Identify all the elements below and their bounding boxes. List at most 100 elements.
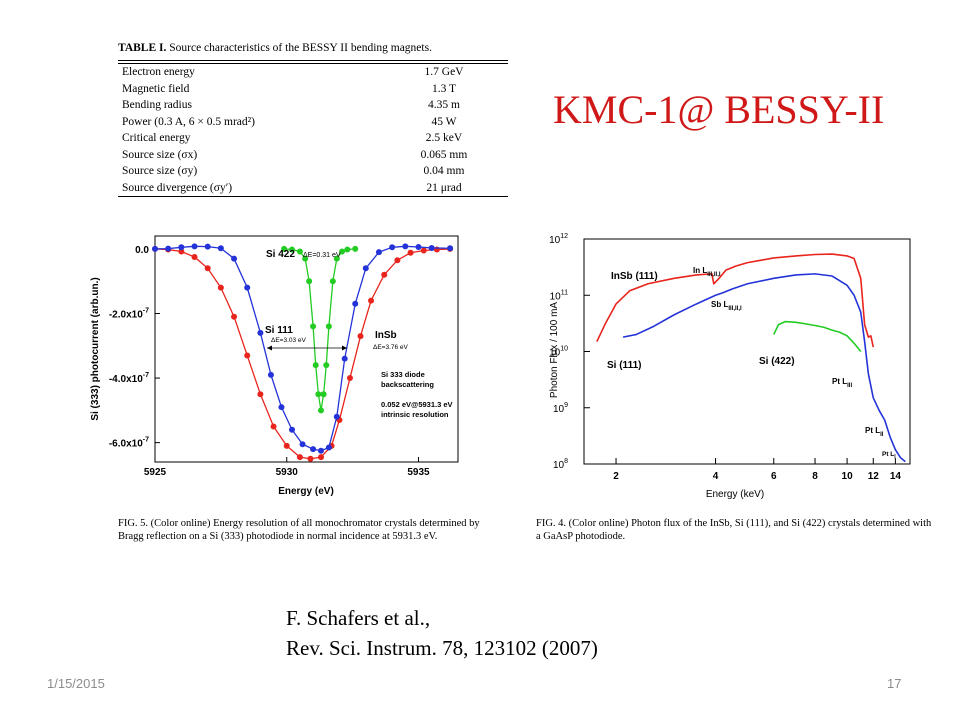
fig4-y-tick-label: 1012 (549, 233, 568, 246)
fig5-data-point (244, 284, 251, 291)
table-parameter: Source size (σy) (122, 165, 198, 177)
fig5-data-point (178, 244, 185, 251)
fig5-label-de-si111: ΔE=3.03 eV (271, 337, 307, 344)
fig5-data-point (420, 247, 427, 254)
fig5-data-point (152, 245, 158, 252)
fig4-caption: FIG. 4. (Color online) Photon flux of th… (536, 518, 932, 542)
source-table: Electron energy 1.7 GeV Magnetic field 1.3 … (118, 64, 508, 196)
table-parameter: Critical energy (122, 132, 191, 144)
fig4-x-tick-label: 2 (613, 471, 619, 482)
fig5-data-point (389, 244, 396, 251)
fig4-x-tick-label: 10 (842, 471, 854, 482)
fig4-x-tick-label: 8 (812, 471, 818, 482)
fig5-data-point (244, 352, 251, 359)
fig5-plot-frame (154, 235, 459, 463)
fig5-data-point (339, 248, 346, 255)
fig5-data-point (415, 243, 422, 250)
fig5-data-point (394, 257, 401, 264)
fig5-data-point (344, 246, 351, 253)
fig5-data-point (310, 446, 317, 453)
fig5-data-point (402, 243, 409, 250)
fig4-x-tick-label: 4 (713, 471, 719, 482)
fig4-y-tick-label: 109 (553, 402, 568, 415)
fig4-label-in-edge: In LIII,II,I (693, 266, 721, 278)
fig4-label-pt-l2: Pt LII (865, 426, 884, 438)
table-caption: TABLE I. Source characteristics of the B… (118, 42, 508, 54)
fig5-label-de-insb: ΔE=3.76 eV (373, 344, 409, 351)
fig5-data-point (315, 391, 322, 398)
page-number: 17 (887, 676, 902, 691)
table-row: Electron energy 1.7 GeV (118, 64, 508, 81)
fig5-data-point (310, 323, 317, 330)
reference-citation: F. Schafers et al., Rev. Sci. Instrum. 7… (286, 603, 598, 663)
table-value: 4.35 m (428, 99, 460, 111)
fig5-data-point (320, 391, 327, 398)
fig4-label-si422: Si (422) (759, 356, 795, 367)
fig4-series-line (773, 320, 862, 353)
fig5-data-point (306, 278, 313, 285)
table-parameter: Magnetic field (122, 82, 190, 95)
fig5-label-si111: Si 111 (265, 325, 293, 336)
fig5-data-point (231, 313, 238, 320)
table-row: Magnetic field 1.3 T (118, 81, 508, 98)
fig5-data-point (302, 255, 309, 262)
fig5-data-point (217, 284, 224, 291)
fig5-x-tick-label: 5925 (144, 467, 167, 478)
fig4-label-pt-l3: Pt LIII (832, 377, 852, 389)
fig5-caption: FIG. 5. (Color online) Energy resolution… (118, 518, 480, 542)
table-value: 1.7 GeV (424, 66, 464, 78)
fig5-label-insb: InSb (375, 330, 397, 341)
fig5-data-point (407, 249, 414, 256)
fig5-y-tick-label: 0.0 (135, 245, 149, 256)
table-parameter: Electron energy (122, 66, 195, 78)
fig5-data-point (325, 444, 332, 451)
fig5-label-de-si422: ΔE=0.31 eV (303, 252, 341, 259)
fig4-series-line (596, 253, 875, 348)
fig5-data-point (352, 245, 359, 252)
reference-authors: F. Schafers et al., (286, 606, 431, 630)
table-value: 21 μrad (426, 181, 462, 194)
table-label: TABLE I. (118, 42, 167, 54)
fig5-data-point (289, 246, 296, 253)
fig4-x-tick-label: 6 (771, 471, 777, 482)
reference-journal: Rev. Sci. Instrum. 78, 123102 (2007) (286, 636, 598, 660)
fig5-y-tick-label: -4.0x10-7 (109, 372, 149, 385)
table-row: Source size (σy) 0.04 mm (118, 163, 508, 180)
fig5-x-tick-label: 5935 (407, 467, 430, 478)
fig5-data-point (352, 300, 359, 307)
fig5-data-point (231, 255, 238, 262)
fig5-data-point (368, 297, 375, 304)
table-parameter: Power (0.3 A, 6 × 0.5 mrad²) (122, 115, 255, 128)
fig4-x-axis-label: Energy (keV) (706, 489, 764, 500)
fig5-data-point (299, 441, 306, 448)
fig5-data-point (204, 265, 211, 272)
fig5-data-point (296, 248, 303, 255)
fig5-data-point (204, 243, 211, 250)
fig5-x-axis-label: Energy (eV) (278, 486, 334, 497)
table-value: 0.04 mm (423, 165, 465, 177)
fig5-data-point (312, 362, 319, 369)
fig5-x-tick-label: 5930 (276, 467, 299, 478)
table-caption-text: Source characteristics of the BESSY II b… (169, 42, 432, 54)
fig5-data-point (333, 413, 340, 420)
fig5-data-point (217, 245, 224, 252)
table-parameter: Bending radius (122, 99, 192, 111)
fig5-data-point (289, 426, 296, 433)
table-row: Critical energy 2.5 keV (118, 130, 508, 147)
table-parameter: Source divergence (σy′) (122, 181, 233, 194)
fig5-data-point (317, 407, 324, 414)
table-value: 2.5 keV (425, 132, 463, 144)
fig4-x-tick-label: 14 (890, 471, 902, 482)
fig5-data-point (381, 271, 388, 278)
fig5-label-diode2: backscattering (381, 380, 434, 389)
fig5-data-point (307, 455, 314, 462)
table-value: 45 W (431, 115, 457, 128)
table-row: Source size (σx) 0.065 mm (118, 147, 508, 164)
fig5-data-point (346, 375, 353, 382)
fig5-data-point (357, 333, 364, 340)
fig5-data-point (323, 362, 330, 369)
fig4-y-axis-label: Photon Flux / 100 mA (549, 302, 560, 398)
fig5-data-point (281, 245, 288, 252)
fig5-data-point (178, 248, 185, 255)
fig5-series-line (284, 248, 356, 411)
